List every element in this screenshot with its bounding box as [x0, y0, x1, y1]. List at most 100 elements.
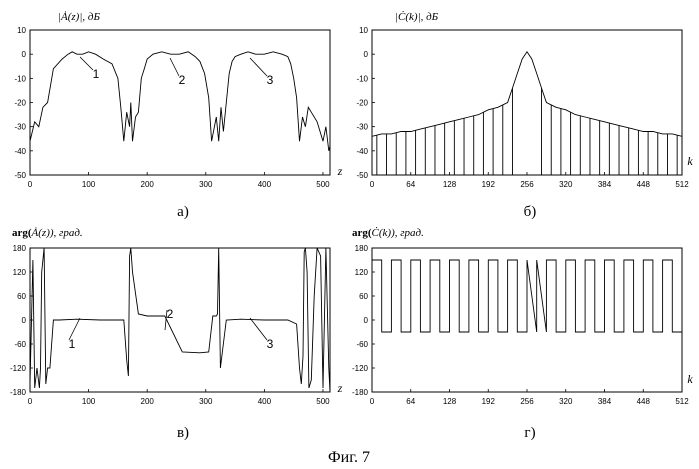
y-tick-label: -10 — [356, 74, 368, 83]
figure-caption: Фиг. 7 — [328, 449, 370, 466]
x-tick-label: 384 — [598, 397, 612, 406]
x-tick-label: 192 — [482, 180, 496, 189]
panel-a: 100-10-20-30-40-500100200300400500z|Ȧ(z)… — [14, 11, 342, 220]
annotation-label: 1 — [69, 337, 76, 351]
annotation-leader — [250, 58, 267, 76]
annotation-leader — [170, 58, 179, 76]
y-tick-label: -40 — [14, 147, 26, 156]
x-tick-label: 0 — [28, 180, 33, 189]
y-tick-label: -50 — [356, 171, 368, 180]
y-tick-label: 120 — [355, 268, 369, 277]
x-axis-label: k — [687, 372, 693, 386]
x-tick-label: 0 — [28, 397, 33, 406]
y-tick-label: 60 — [17, 292, 26, 301]
annotation-label: 1 — [93, 67, 100, 81]
panel-v: 180120600-60-120-1800100200300400500zarg… — [10, 227, 343, 441]
axis-title-unit: , дБ — [82, 11, 100, 23]
y-tick-label: -40 — [356, 147, 368, 156]
y-tick-label: -20 — [14, 99, 26, 108]
annotation-label: 2 — [167, 307, 174, 321]
y-tick-label: -120 — [352, 364, 369, 373]
x-tick-label: 448 — [637, 180, 651, 189]
axis-title: |Ȧ(z)|, дБ — [58, 11, 100, 23]
x-tick-label: 64 — [406, 180, 415, 189]
axis-title: arg(Ȧ(z)), град. — [12, 227, 83, 239]
y-tick-label: 10 — [17, 26, 26, 35]
axis-title-unit: ), град. — [49, 227, 83, 239]
x-tick-label: 256 — [520, 180, 534, 189]
panel-sublabel: а) — [177, 204, 189, 220]
y-tick-label: -30 — [356, 123, 368, 132]
axis-title: |Ċ(k)|, дБ — [395, 11, 439, 23]
y-tick-label: -180 — [10, 388, 27, 397]
axis-title-arg: Ȧ(z) — [31, 227, 51, 239]
annotation-leader — [80, 57, 93, 70]
y-tick-label: -10 — [14, 74, 26, 83]
panel-sublabel: б) — [524, 204, 537, 220]
x-tick-label: 0 — [370, 180, 375, 189]
series-line — [30, 248, 330, 392]
panel-g: 180120600-60-120-18006412819225632038444… — [352, 227, 693, 441]
x-tick-label: 300 — [199, 397, 213, 406]
x-tick-label: 256 — [520, 397, 534, 406]
figure-canvas: 100-10-20-30-40-500100200300400500z|Ȧ(z)… — [0, 0, 699, 469]
axis-title-arg: Ċ(k) — [372, 227, 392, 239]
series-line — [30, 52, 330, 151]
y-tick-label: 120 — [13, 268, 27, 277]
y-tick-label: -20 — [356, 99, 368, 108]
axis-title-func: arg( — [352, 227, 372, 239]
x-tick-label: 384 — [598, 180, 612, 189]
y-tick-label: -50 — [14, 171, 26, 180]
panel-b: 100-10-20-30-40-500641281922563203844485… — [356, 11, 693, 220]
x-tick-label: 128 — [443, 180, 457, 189]
y-tick-label: 0 — [22, 316, 27, 325]
x-tick-label: 100 — [82, 397, 96, 406]
axis-title: arg(Ċ(k)), град. — [352, 227, 424, 239]
y-tick-label: 0 — [22, 50, 27, 59]
x-tick-label: 200 — [141, 397, 155, 406]
x-tick-label: 320 — [559, 397, 573, 406]
x-tick-label: 512 — [675, 397, 689, 406]
x-tick-label: 192 — [482, 397, 496, 406]
x-tick-label: 500 — [316, 397, 330, 406]
x-tick-label: 100 — [82, 180, 96, 189]
axis-title-unit: , дБ — [421, 11, 439, 23]
y-tick-label: 60 — [359, 292, 368, 301]
y-tick-label: -180 — [352, 388, 369, 397]
x-axis-label: k — [687, 154, 693, 168]
y-tick-label: -30 — [14, 123, 26, 132]
x-tick-label: 400 — [258, 397, 272, 406]
y-tick-label: -120 — [10, 364, 27, 373]
y-tick-label: 180 — [355, 244, 369, 253]
panel-sublabel: г) — [524, 425, 535, 441]
y-tick-label: 0 — [364, 316, 369, 325]
y-tick-label: 180 — [13, 244, 27, 253]
axis-title-func: arg( — [12, 227, 32, 239]
x-tick-label: 200 — [141, 180, 155, 189]
y-tick-label: -60 — [356, 340, 368, 349]
axis-title-func: |Ȧ(z)| — [58, 11, 82, 23]
annotation-leader — [250, 318, 267, 340]
y-tick-label: 10 — [359, 26, 368, 35]
annotation-label: 2 — [179, 73, 186, 87]
x-tick-label: 64 — [406, 397, 415, 406]
axis-title-func: |Ċ(k)| — [395, 11, 421, 23]
annotation-label: 3 — [267, 73, 274, 87]
axis-title-unit: ), град. — [390, 227, 424, 239]
series-line — [372, 260, 682, 332]
panel-sublabel: в) — [177, 425, 189, 441]
plot-frame — [30, 30, 330, 175]
annotation-label: 3 — [267, 337, 274, 351]
x-tick-label: 500 — [316, 180, 330, 189]
x-axis-label: z — [337, 381, 343, 395]
x-tick-label: 0 — [370, 397, 375, 406]
y-tick-label: -60 — [14, 340, 26, 349]
x-tick-label: 400 — [258, 180, 272, 189]
x-tick-label: 512 — [675, 180, 689, 189]
y-tick-label: 0 — [364, 50, 369, 59]
x-tick-label: 448 — [637, 397, 651, 406]
x-axis-label: z — [337, 164, 343, 178]
x-tick-label: 128 — [443, 397, 457, 406]
x-tick-label: 300 — [199, 180, 213, 189]
x-tick-label: 320 — [559, 180, 573, 189]
